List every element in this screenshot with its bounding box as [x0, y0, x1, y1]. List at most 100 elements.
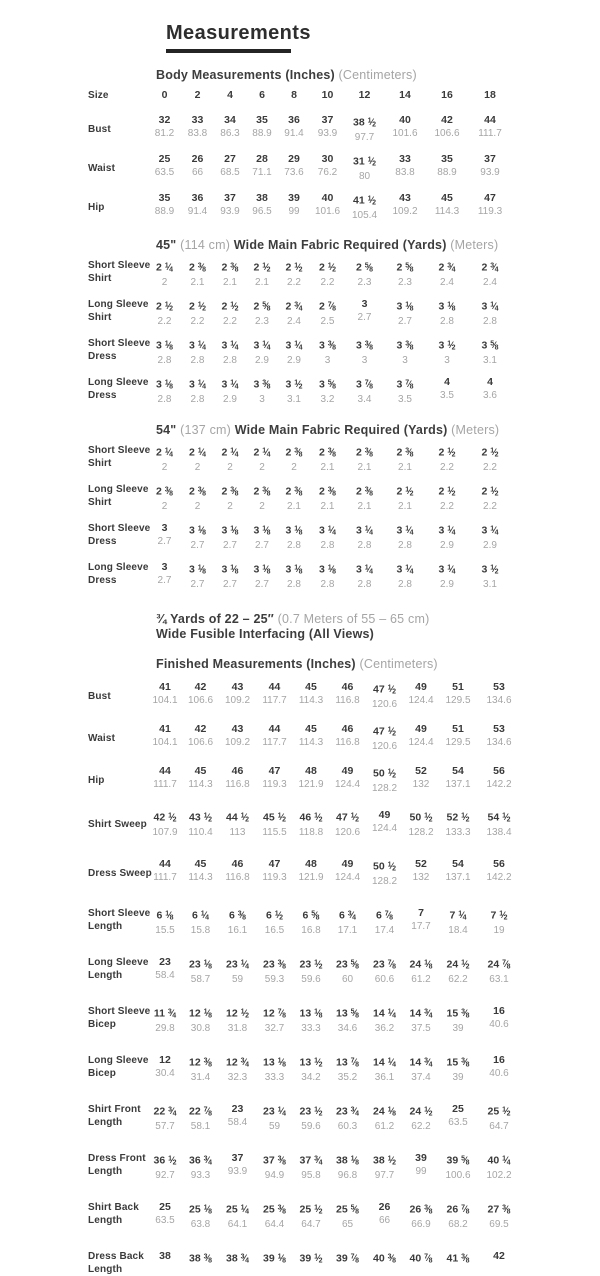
- inches-value: 2 3⁄4: [285, 300, 303, 313]
- cm-value: 3.2: [320, 394, 335, 405]
- measurement-row: Dress Sweep 44 111.7 45 114.3 46 116.8 47 119.3 4…: [88, 858, 600, 888]
- row-label: Hip: [88, 192, 148, 222]
- cm-value: 134.6: [486, 695, 512, 706]
- inches-value: 52: [415, 765, 427, 777]
- inches-value: 3 1⁄4: [355, 563, 374, 576]
- inches-value: 35: [441, 153, 453, 165]
- cm-value: 101.6: [392, 128, 418, 139]
- cm-value: 2.9: [287, 355, 301, 366]
- row-label-text: Shirt Sweep: [88, 818, 147, 830]
- cm-value: 121.9: [298, 779, 324, 790]
- inches-value: 15 3⁄8: [446, 1056, 470, 1069]
- cm-value: 2.8: [483, 316, 497, 327]
- measurement-row: Shirt Back Length 25 63.5 25 1⁄8 63.8 25 1⁄4 64…: [88, 1201, 600, 1231]
- cm-value: 129.5: [445, 695, 471, 706]
- measurement-cell: 24 1⁄2 62.2: [439, 956, 477, 986]
- inches-value: 26 7⁄8: [446, 1203, 470, 1216]
- row-label-text: Hip: [88, 201, 105, 213]
- cm-value: 124.4: [408, 737, 434, 748]
- cm-value: 3.1: [483, 579, 497, 590]
- inches-value: 2 1⁄2: [188, 300, 207, 313]
- cm-value: 101.6: [314, 206, 341, 217]
- inches-value: 14 1⁄4: [373, 1007, 396, 1020]
- row-label-text: Length: [88, 921, 123, 932]
- measurement-cell: 2 1⁄4 2: [246, 444, 278, 474]
- inches-value: 40: [321, 192, 334, 204]
- inches-value: 15 3⁄8: [446, 1007, 470, 1020]
- measurement-cell: 15 3⁄8 39: [439, 1005, 477, 1035]
- measurement-row: Short Sleeve Bicep 11 3⁄4 29.8 12 1⁄8 30.8 12 …: [88, 1005, 600, 1035]
- cm-value: 80: [358, 171, 371, 182]
- cm-value: 99: [415, 1166, 427, 1177]
- cm-value: 2: [259, 462, 265, 473]
- cm-value: 88.9: [154, 206, 175, 217]
- row-label: Hip: [88, 765, 148, 795]
- cm-value: 2: [161, 277, 168, 288]
- measurement-cell: 24 1⁄2 62.2: [403, 1103, 439, 1133]
- measurement-cell: 3 1⁄4 2.8: [384, 522, 426, 552]
- inches-value: 3 1⁄8: [396, 300, 414, 313]
- interfacing-note: ¾ Yards of 22 – 25″ (0.7 Meters of 55 – …: [156, 612, 600, 642]
- cm-value: 2.8: [157, 394, 172, 405]
- measurement-cell: 42 106.6: [182, 681, 219, 711]
- cm-value: 2.7: [255, 540, 269, 551]
- cm-value: 15.5: [155, 925, 175, 936]
- measurement-cell: 3 1⁄4 2.8: [181, 376, 214, 406]
- measurement-cell: 24 1⁄8 61.2: [403, 956, 439, 986]
- measurement-cell: 12 3⁄4 32.3: [219, 1054, 256, 1084]
- cm-value: 111.7: [153, 779, 177, 790]
- inches-value: 2 3⁄8: [188, 485, 207, 498]
- inches-value: 3 1⁄4: [396, 524, 414, 537]
- inches-value: 2 3⁄4: [438, 261, 456, 274]
- cm-value: 105.4: [351, 210, 378, 221]
- cm-value: 96.5: [252, 206, 272, 217]
- measurement-cell: 6 3⁄4 17.1: [329, 907, 366, 937]
- measurement-cell: 23 1⁄2 59.6: [293, 1103, 329, 1133]
- cm-value: 117.7: [262, 695, 287, 706]
- measurement-cell: 14 1⁄4 36.2: [366, 1005, 403, 1035]
- cm-value: 36.2: [374, 1023, 395, 1034]
- inches-value: 6 1⁄8: [156, 909, 174, 922]
- cm-value: 36.1: [374, 1072, 395, 1083]
- inches-value: 6 3⁄8: [228, 909, 247, 922]
- cm-value: 91.4: [284, 128, 304, 139]
- cm-value: 2.8: [157, 355, 172, 366]
- measurement-cell: 3 1⁄2 3.1: [278, 376, 310, 406]
- measurement-cell: 52 132: [403, 765, 439, 795]
- inches-value: 44 1⁄2: [226, 811, 249, 824]
- row-label: Dress Front Length: [88, 1152, 148, 1182]
- measurement-cell: 44 1⁄2 113: [219, 809, 256, 839]
- inches-value: 45: [305, 681, 317, 693]
- cm-value: 29.8: [155, 1023, 175, 1034]
- measurement-cell: 3 2.7: [148, 522, 181, 552]
- measurement-cell: 28 71.1: [246, 153, 278, 183]
- inches-value: 14 3⁄4: [409, 1007, 433, 1020]
- measurement-cell: 3 1⁄4 2.9: [426, 522, 468, 552]
- cm-value: 63.5: [154, 167, 175, 178]
- cm-value: 142.2: [486, 779, 512, 790]
- row-label: Long Sleeve Dress: [88, 561, 148, 591]
- measurement-cell: 3 1⁄8 2.8: [278, 561, 310, 591]
- measurement-cell: 36 1⁄2 92.7: [148, 1152, 182, 1182]
- inches-value: 36: [288, 114, 300, 126]
- inches-value: 52 1⁄2: [446, 811, 470, 824]
- inches-value: 23 3⁄8: [263, 958, 286, 971]
- measurement-row: Long Sleeve Bicep 12 30.4 12 3⁄8 31.4 12 3⁄4 32…: [88, 1054, 600, 1084]
- row-label: Long Sleeve Shirt: [88, 483, 148, 513]
- inches-value: 43: [231, 723, 244, 735]
- inches-value: 3 1⁄8: [221, 524, 239, 537]
- measurement-cell: 3 1⁄8 2.7: [384, 298, 426, 328]
- cm-value: 2.7: [157, 575, 172, 586]
- inches-value: 51: [452, 723, 464, 735]
- heading-part: Wide Main Fabric Required (Yards): [233, 238, 451, 252]
- inches-value: 44: [484, 114, 496, 126]
- inches-value: 24 1⁄2: [446, 958, 470, 971]
- cm-value: 116.8: [335, 737, 360, 748]
- row-label-text: Size: [88, 90, 109, 101]
- cm-value: 114.3: [188, 779, 213, 790]
- inches-value: 2 3⁄8: [285, 485, 303, 498]
- row-label: Long Sleeve Shirt: [88, 298, 148, 328]
- cm-value: 119.3: [477, 206, 503, 217]
- cm-value: 2.7: [398, 316, 412, 327]
- measurement-cell: 41 104.1: [148, 723, 182, 753]
